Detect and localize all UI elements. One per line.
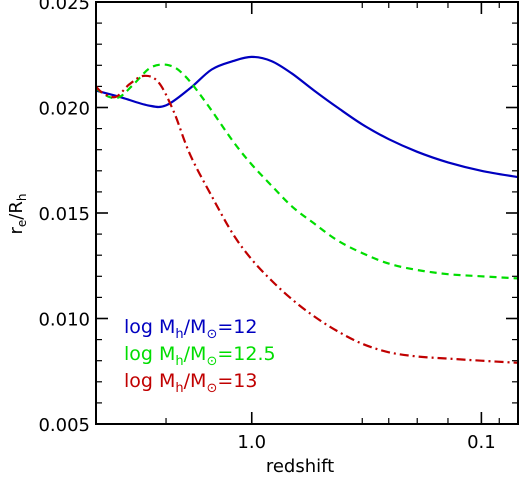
series-lines bbox=[95, 55, 519, 364]
y-tick-label: 0.020 bbox=[38, 99, 90, 120]
y-tick-label: 0.010 bbox=[38, 310, 90, 331]
y-axis-title: re/Rh bbox=[6, 194, 29, 235]
series-line-3 bbox=[95, 74, 519, 364]
tick-labels: 0.005 0.010 0.015 0.020 0.025 1.0 0.1 bbox=[38, 0, 495, 453]
y-tick-label: 0.025 bbox=[38, 0, 90, 14]
series-line-1 bbox=[95, 55, 519, 179]
y-tick-label: 0.005 bbox=[38, 415, 90, 436]
x-axis-title: redshift bbox=[266, 456, 334, 477]
legend-entry-1: log Mh/M⊙=12 bbox=[124, 316, 257, 342]
plot-frame bbox=[95, 1, 519, 425]
series-line-2 bbox=[95, 63, 519, 280]
legend-entry-3: log Mh/M⊙=13 bbox=[124, 370, 257, 396]
legend-entry-2: log Mh/M⊙=12.5 bbox=[124, 343, 276, 369]
x-tick-label: 1.0 bbox=[237, 432, 266, 453]
y-tick-label: 0.015 bbox=[38, 204, 90, 225]
x-tick-label: 0.1 bbox=[467, 432, 496, 453]
